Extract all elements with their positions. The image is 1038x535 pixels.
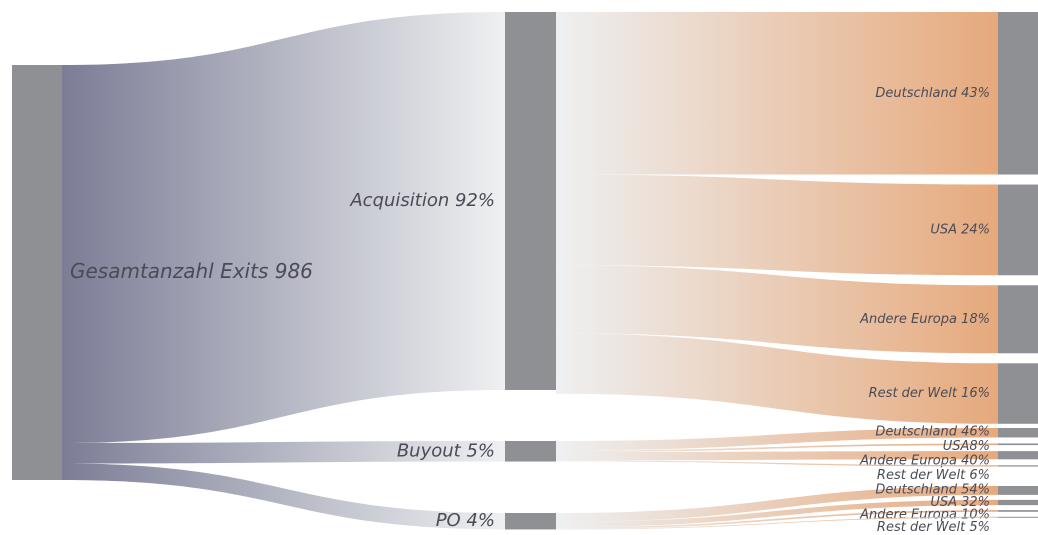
flow bbox=[556, 428, 998, 451]
node-bar bbox=[505, 12, 556, 390]
flow bbox=[556, 516, 998, 530]
node-bar bbox=[998, 451, 1038, 460]
flow bbox=[556, 510, 998, 529]
flow bbox=[62, 12, 505, 443]
node-bar bbox=[998, 363, 1038, 424]
node-label: Andere Europa 18% bbox=[859, 312, 990, 327]
node-bar bbox=[998, 285, 1038, 354]
node-bar bbox=[998, 465, 1038, 467]
node-bar bbox=[998, 486, 1038, 495]
node-label: USA 32% bbox=[930, 495, 990, 510]
node-bar bbox=[12, 65, 62, 480]
node-label: USA8% bbox=[943, 439, 990, 454]
flow bbox=[62, 463, 505, 530]
node-bar bbox=[998, 499, 1038, 506]
node-bar bbox=[998, 428, 1038, 438]
node-label: Deutschland 54% bbox=[875, 483, 990, 498]
node-label: Deutschland 43% bbox=[875, 86, 990, 101]
node-label: Rest der Welt 6% bbox=[877, 468, 990, 483]
node-label: USA 24% bbox=[930, 222, 990, 237]
node-label: Rest der Welt 16% bbox=[869, 386, 990, 401]
node-bar bbox=[505, 441, 556, 462]
node-bar bbox=[998, 510, 1038, 512]
node-label: Buyout 5% bbox=[397, 440, 495, 461]
node-label: Acquisition 92% bbox=[349, 190, 495, 211]
node-bar bbox=[998, 184, 1038, 276]
node-label: PO 4% bbox=[436, 510, 495, 531]
flow bbox=[556, 174, 998, 276]
node-bar bbox=[998, 443, 1038, 446]
node-label: Deutschland 46% bbox=[875, 425, 990, 440]
node-label: Rest der Welt 5% bbox=[877, 520, 990, 535]
flow bbox=[556, 499, 998, 528]
flow bbox=[556, 443, 998, 453]
flow bbox=[62, 441, 505, 464]
node-bar bbox=[505, 513, 556, 530]
flow bbox=[556, 333, 998, 424]
node-bar bbox=[998, 12, 1038, 175]
flow bbox=[556, 486, 998, 522]
flow bbox=[556, 265, 998, 354]
node-bar bbox=[998, 516, 1038, 518]
flow bbox=[556, 12, 998, 175]
flow bbox=[556, 451, 998, 461]
node-label: Gesamtanzahl Exits 986 bbox=[70, 259, 313, 283]
node-label: Andere Europa 40% bbox=[859, 454, 990, 469]
flow bbox=[556, 460, 998, 467]
